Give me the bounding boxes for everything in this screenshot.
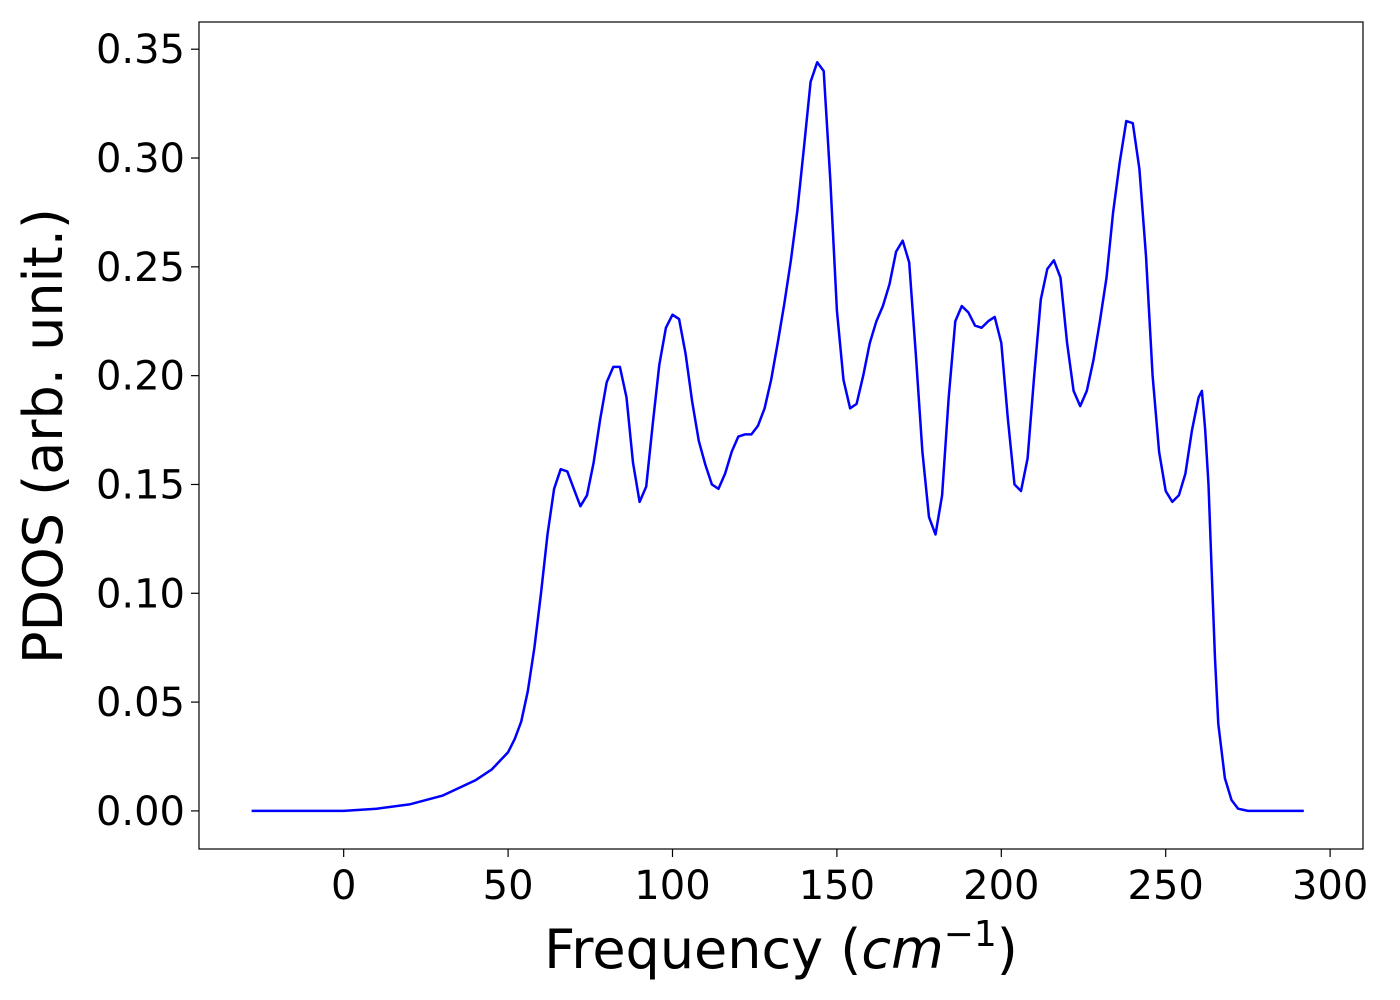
- x-axis-title-close: ): [997, 918, 1018, 981]
- y-tick-label: 0.35: [96, 27, 185, 73]
- x-axis-ticks: 0 50 100 150 200 250 300: [331, 849, 1368, 909]
- x-axis-title-text: Frequency (: [544, 918, 861, 981]
- x-tick-label: 250: [1128, 863, 1204, 909]
- x-tick-label: 50: [483, 863, 534, 909]
- y-axis-title: PDOS (arb. unit.): [12, 208, 75, 664]
- y-tick-label: 0.10: [96, 571, 185, 617]
- y-tick-label: 0.00: [96, 789, 185, 835]
- x-tick-label: 300: [1292, 863, 1368, 909]
- x-axis-title-unit: cm: [861, 918, 943, 981]
- y-tick-label: 0.30: [96, 136, 185, 182]
- y-tick-label: 0.15: [96, 462, 185, 508]
- pdos-series-line: [251, 61, 1304, 813]
- plot-area-frame: [198, 21, 1364, 850]
- x-tick-label: 150: [799, 863, 875, 909]
- x-axis-title: Frequency (cm−1): [544, 914, 1018, 981]
- x-tick-label: 0: [331, 863, 356, 909]
- x-axis-title-exponent: −1: [944, 914, 997, 955]
- x-tick-label: 100: [634, 863, 710, 909]
- y-tick-label: 0.25: [96, 245, 185, 291]
- x-tick-label: 200: [963, 863, 1039, 909]
- y-tick-label: 0.20: [96, 354, 185, 400]
- y-axis-ticks: 0.00 0.05 0.10 0.15 0.20 0.25 0.30 0.35: [96, 27, 199, 835]
- y-tick-label: 0.05: [96, 680, 185, 726]
